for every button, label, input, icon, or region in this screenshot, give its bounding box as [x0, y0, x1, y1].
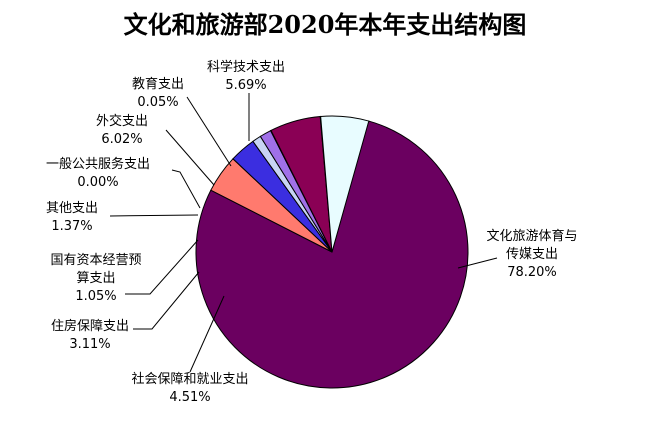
slice-category-label: 文化旅游体育与 [486, 228, 577, 244]
slice-label-7: 教育支出 0.05% [132, 76, 184, 110]
slice-category-label: 社会保障和就业支出 [131, 371, 248, 387]
slice-category-label: 外交支出 [96, 113, 148, 129]
leader-line-1 [189, 295, 225, 373]
slice-value-label: 3.11% [69, 337, 110, 352]
slice-value-label: 0.00% [77, 175, 118, 190]
pie-slice-8 [320, 115, 370, 253]
slice-labels: 文化旅游体育与传媒支出 78.20% 社会保障和就业支出 4.51% 住房保障支出 3.1… [46, 59, 578, 405]
leader-line-6 [165, 129, 215, 186]
slice-value-label: 5.69% [225, 78, 266, 93]
slice-value-label: 1.05% [75, 289, 116, 304]
slice-label-1: 社会保障和就业支出 4.51% [131, 371, 248, 405]
slice-category-label: 其他支出 [46, 201, 98, 216]
leader-line-0 [457, 257, 498, 269]
slice-category-label: 科学技术支出 [207, 59, 285, 75]
pie-slices [195, 115, 469, 389]
slice-category-label: 算支出 [76, 271, 115, 286]
slice-value-label: 1.37% [51, 219, 92, 234]
leader-line-3 [125, 239, 199, 295]
slice-value-label: 6.02% [101, 132, 142, 147]
leader-lines [109, 93, 498, 373]
leader-line-2 [133, 271, 200, 330]
pie-slice-0 [195, 120, 469, 389]
slice-label-0: 文化旅游体育与传媒支出 78.20% [486, 228, 577, 280]
slice-label-3: 国有资本经营预算支出 1.05% [50, 253, 141, 304]
slice-category-label: 传媒支出 [506, 247, 558, 262]
chart-title: 文化和旅游部2020年本年支出结构图 [124, 10, 527, 39]
slice-category-label: 住房保障支出 [51, 318, 129, 334]
slice-category-label: 教育支出 [132, 76, 184, 92]
slice-value-label: 4.51% [169, 390, 210, 405]
slice-category-label: 一般公共服务支出 [46, 156, 150, 172]
slice-value-label: 0.05% [137, 95, 178, 110]
leader-line-7 [186, 96, 232, 167]
leader-line-5 [171, 169, 201, 209]
slice-label-2: 住房保障支出 3.11% [51, 318, 129, 352]
slice-label-4: 其他支出 1.37% [46, 201, 98, 234]
slice-label-5: 一般公共服务支出 0.00% [46, 156, 150, 190]
slice-label-8: 科学技术支出 5.69% [207, 59, 285, 93]
leader-line-4 [109, 214, 199, 217]
slice-label-6: 外交支出 6.02% [96, 113, 148, 147]
slice-value-label: 78.20% [507, 265, 557, 280]
slice-category-label: 国有资本经营预 [50, 253, 141, 268]
